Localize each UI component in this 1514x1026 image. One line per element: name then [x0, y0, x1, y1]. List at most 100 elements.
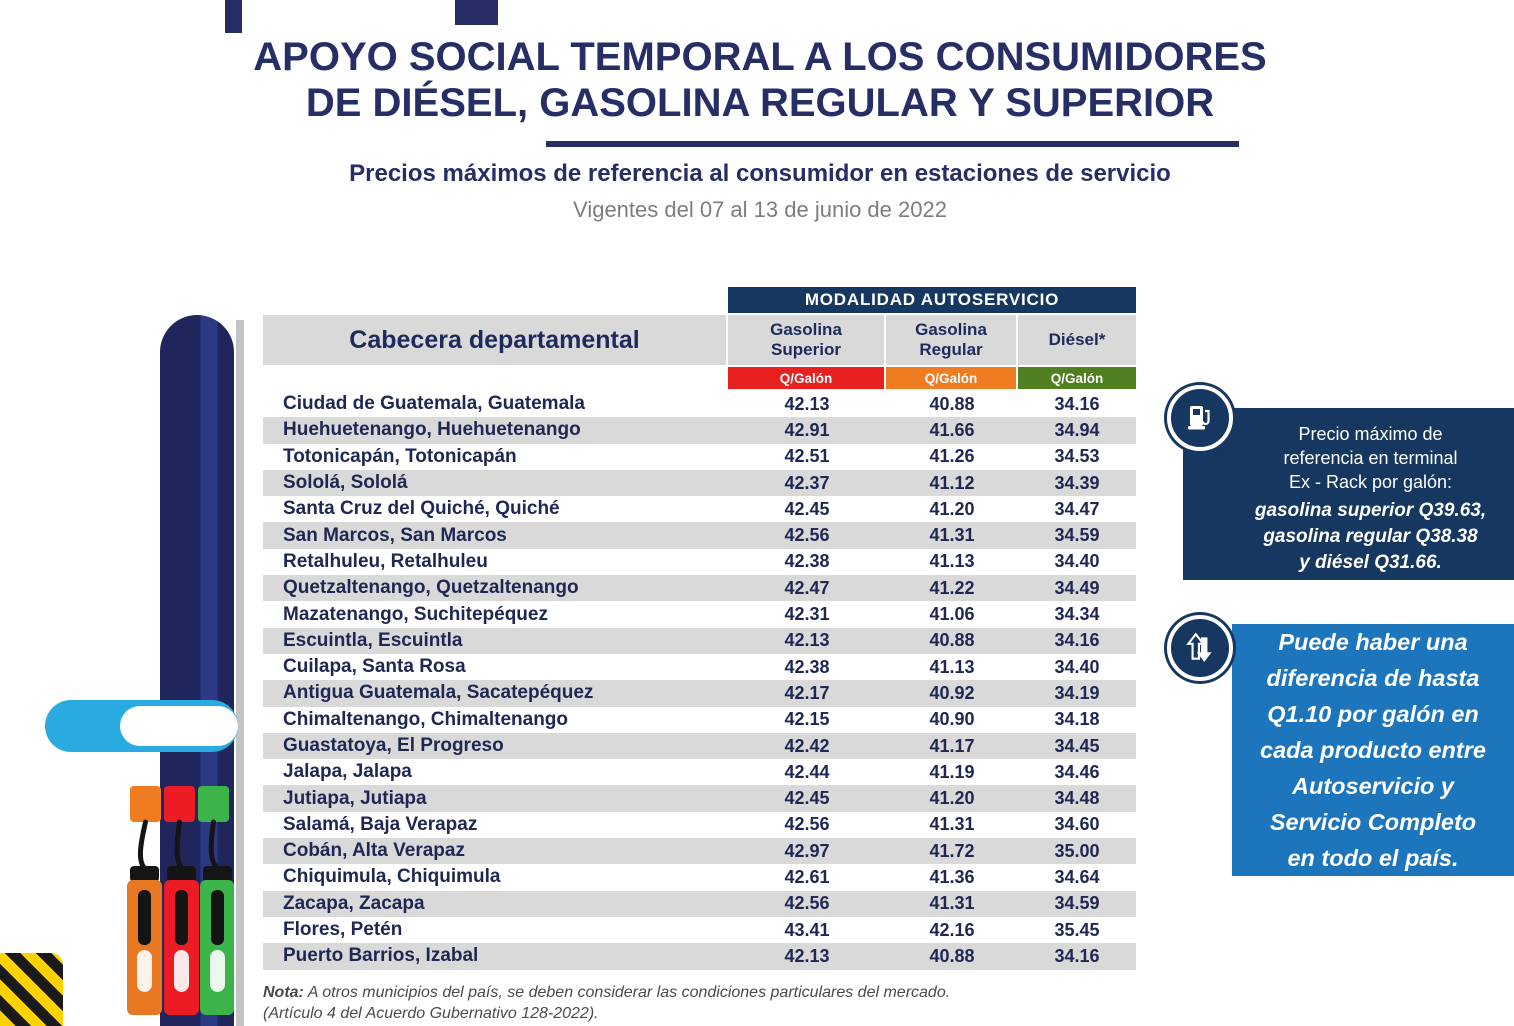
pump-screen-red — [174, 950, 189, 992]
price-superior: 42.56 — [784, 893, 830, 914]
difference-info-box: Puede haber una diferencia de hasta Q1.1… — [1232, 624, 1514, 876]
price-superior: 42.31 — [784, 604, 830, 625]
title-underline — [546, 141, 1239, 147]
arrows-updown-icon-badge — [1167, 615, 1233, 681]
pump-cap-orange — [130, 866, 159, 882]
table-row: Salamá, Baja Verapaz 42.56 41.31 34.60 — [263, 812, 1136, 838]
table-row: Sololá, Sololá 42.37 41.12 34.39 — [263, 469, 1136, 497]
price-diesel: 34.49 — [1054, 577, 1100, 598]
unit-bar-regular: Q/Galón — [886, 367, 1016, 389]
price-regular: 41.31 — [929, 525, 975, 546]
terminal-bold-3: y diésel Q31.66. — [1299, 552, 1442, 573]
price-regular: 41.12 — [929, 472, 975, 493]
fuel-pump-icon-badge — [1167, 385, 1233, 451]
table-row: Huehuetenango, Huehuetenango 42.91 41.66… — [263, 417, 1136, 444]
terminal-bold-1: gasolina superior Q39.63, — [1254, 500, 1487, 521]
price-superior: 42.91 — [784, 419, 830, 440]
table-row: Totonicapán, Totonicapán 42.51 41.26 34.… — [263, 444, 1136, 470]
price-regular: 42.16 — [929, 919, 975, 940]
price-superior: 42.45 — [784, 788, 830, 809]
pump-screen-orange — [137, 950, 152, 992]
table-row: Cobán, Alta Verapaz 42.97 41.72 35.00 — [263, 838, 1136, 865]
diesel-column-label: Diésel* — [1048, 330, 1106, 349]
price-regular: 40.90 — [929, 709, 975, 730]
arrows-updown-icon — [1186, 632, 1212, 662]
page-subtitle: Precios máximos de referencia al consumi… — [349, 160, 1171, 187]
price-regular: 41.31 — [929, 893, 975, 914]
table-row: Chimaltenango, Chimaltenango 42.15 40.90… — [263, 707, 1136, 733]
difference-line-3: Q1.10 por galón en — [1267, 701, 1479, 727]
table-row: Santa Cruz del Quiché, Quiché 42.45 41.2… — [263, 496, 1136, 522]
price-superior: 43.41 — [784, 919, 830, 940]
department-name: Jalapa, Jalapa — [283, 761, 412, 783]
price-regular: 41.20 — [929, 788, 975, 809]
table-row: Ciudad de Guatemala, Guatemala 42.13 40.… — [263, 391, 1136, 417]
pump-handle-red — [175, 890, 188, 945]
price-diesel: 35.45 — [1054, 919, 1100, 940]
price-superior: 42.13 — [784, 393, 830, 414]
price-superior: 42.56 — [784, 814, 830, 835]
nozzle-holster-orange — [130, 786, 161, 822]
price-superior: 42.15 — [784, 709, 830, 730]
nozzle-holster-red — [164, 786, 195, 822]
difference-line-7: en todo el país. — [1287, 845, 1459, 871]
table-row: Escuintla, Escuintla 42.13 40.88 34.16 — [263, 627, 1136, 654]
unit-bar-diesel: Q/Galón — [1018, 367, 1136, 389]
department-name: Sololá, Sololá — [283, 472, 408, 494]
diesel-column-header: Diésel* — [1018, 315, 1136, 365]
price-diesel: 34.34 — [1054, 604, 1100, 625]
terminal-line-2: referencia en terminal — [1283, 448, 1458, 468]
price-diesel: 34.40 — [1054, 656, 1100, 677]
table-body: Ciudad de Guatemala, Guatemala 42.13 40.… — [263, 391, 1136, 970]
department-name: Jutiapa, Jutiapa — [283, 787, 427, 809]
price-superior: 42.38 — [784, 551, 830, 572]
price-regular: 41.36 — [929, 866, 975, 887]
table-row: San Marcos, San Marcos 42.56 41.31 34.59 — [263, 522, 1136, 549]
table-row: Jalapa, Jalapa 42.44 41.19 34.46 — [263, 759, 1136, 785]
decor-top-square — [455, 0, 498, 25]
decor-top-bar — [225, 0, 242, 33]
regular-column-label: Gasolina Regular — [915, 320, 987, 359]
caution-stripes — [0, 953, 63, 1026]
department-name: Quetzaltenango, Quetzaltenango — [283, 577, 579, 599]
pump-screen-green — [210, 950, 225, 992]
department-name: Escuintla, Escuintla — [283, 629, 463, 651]
price-regular: 41.06 — [929, 604, 975, 625]
department-name: Totonicapán, Totonicapán — [283, 445, 517, 467]
price-superior: 42.42 — [784, 735, 830, 756]
price-diesel: 34.59 — [1054, 893, 1100, 914]
footnote-line2: (Artículo 4 del Acuerdo Gubernativo 128-… — [263, 1005, 599, 1022]
table-row: Antigua Guatemala, Sacatepéquez 42.17 40… — [263, 680, 1136, 707]
price-diesel: 34.16 — [1054, 945, 1100, 966]
table-row: Retalhuleu, Retalhuleu 42.38 41.13 34.40 — [263, 549, 1136, 575]
fuel-pump-icon — [1188, 406, 1210, 430]
table-row: Chiquimula, Chiquimula 42.61 41.36 34.64 — [263, 864, 1136, 890]
department-name: Huehuetenango, Huehuetenango — [283, 419, 581, 441]
price-diesel: 34.53 — [1054, 446, 1100, 467]
price-regular: 40.88 — [929, 393, 975, 414]
unit-row: Q/Galón Q/Galón Q/Galón — [263, 367, 1136, 389]
price-superior: 42.38 — [784, 656, 830, 677]
price-superior: 42.13 — [784, 630, 830, 651]
department-name: Puerto Barrios, Izabal — [283, 945, 479, 967]
pump-hoses — [138, 819, 220, 871]
price-superior: 42.44 — [784, 761, 830, 782]
pump-handle-green — [211, 890, 224, 945]
table-row: Zacapa, Zacapa 42.56 41.31 34.59 — [263, 890, 1136, 917]
price-regular: 41.66 — [929, 419, 975, 440]
terminal-line-3: Ex - Rack por galón: — [1288, 472, 1453, 492]
pump-cap-red — [167, 866, 196, 882]
price-regular: 40.92 — [929, 682, 975, 703]
footnote-line1: Nota: A otros municipios del país, se de… — [263, 982, 950, 1003]
footnote: Nota: A otros municipios del país, se de… — [263, 982, 950, 1024]
table-row: Mazatenango, Suchitepéquez 42.31 41.06 3… — [263, 601, 1136, 627]
price-superior: 42.13 — [784, 945, 830, 966]
price-diesel: 34.16 — [1054, 393, 1100, 414]
price-diesel: 34.64 — [1054, 866, 1100, 887]
department-column-header: Cabecera departamental — [263, 315, 726, 365]
price-superior: 42.37 — [784, 472, 830, 493]
department-name: Cuilapa, Santa Rosa — [283, 656, 466, 678]
page-title: APOYO SOCIAL TEMPORAL A LOS CONSUMIDORES… — [160, 34, 1360, 126]
pump-column-shadow — [236, 320, 244, 1026]
price-diesel: 34.48 — [1054, 788, 1100, 809]
